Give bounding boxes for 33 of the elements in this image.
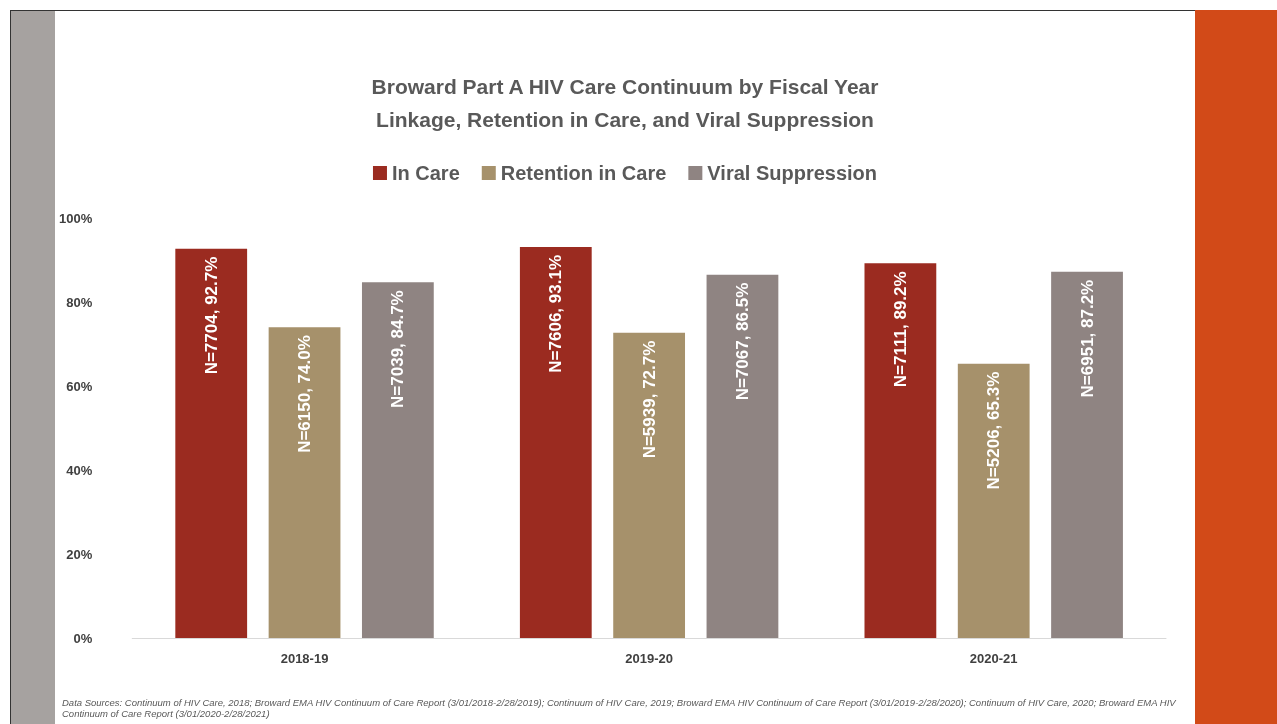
- bar: [864, 263, 937, 638]
- bar: [1051, 271, 1123, 638]
- text: Data Sources: Continuum of HIV Care, 2018; Broward EMA HIV Continuum of Care Report (3/01/2018-2/28/2019); Continuum of HIV Care, 2019; Broward EMA HIV Continuum of Care Report (3/01/2019-2/28/2020); Continuum of HIV Care, 2020; Broward EMA HIV Continuum of Care Report (3/01/2020-2/28/2021): [62, 697, 1177, 719]
- bar: [613, 332, 686, 638]
- data-label: N=7039, 84.7%: [388, 290, 408, 408]
- data-label: N=6951, 87.2%: [1077, 279, 1097, 398]
- data-label: N=5206, 65.3%: [984, 371, 1004, 490]
- x-tick-label: 2020-21: [969, 651, 1018, 666]
- data-label: N=7111, 89.2%: [890, 271, 910, 388]
- y-tick-label: 20%: [66, 546, 93, 562]
- bar: [706, 274, 779, 638]
- x-tick-label: 2019-20: [625, 651, 673, 666]
- data-label: N=7704, 92.7%: [201, 256, 221, 375]
- y-tick-label: 100%: [59, 210, 93, 226]
- chart-title: Broward Part A HIV Care Continuum by Fiscal Year: [371, 75, 879, 98]
- y-tick-label: 40%: [66, 462, 93, 478]
- data-label: N=6150, 74.0%: [295, 335, 315, 453]
- data-label: N=7606, 93.1%: [546, 254, 566, 373]
- x-tick-label: 2018-19: [280, 651, 329, 666]
- data-label: N=5939, 72.7%: [639, 340, 659, 459]
- data-label: N=7067, 86.5%: [732, 282, 752, 401]
- y-tick-label: 0%: [73, 630, 93, 646]
- y-tick-label: 80%: [66, 294, 93, 310]
- bar: [957, 363, 1030, 638]
- bar: [268, 327, 341, 638]
- bar: [361, 282, 434, 638]
- bar: [175, 248, 248, 638]
- legend-label: In Care: [391, 162, 460, 184]
- legend-label: Retention in Care: [500, 162, 667, 184]
- legend-label: Viral Suppression: [707, 162, 878, 184]
- chart-subtitle: Linkage, Retention in Care, and Viral Suppression: [376, 108, 874, 131]
- y-tick-label: 60%: [66, 378, 93, 394]
- bar: [519, 246, 592, 638]
